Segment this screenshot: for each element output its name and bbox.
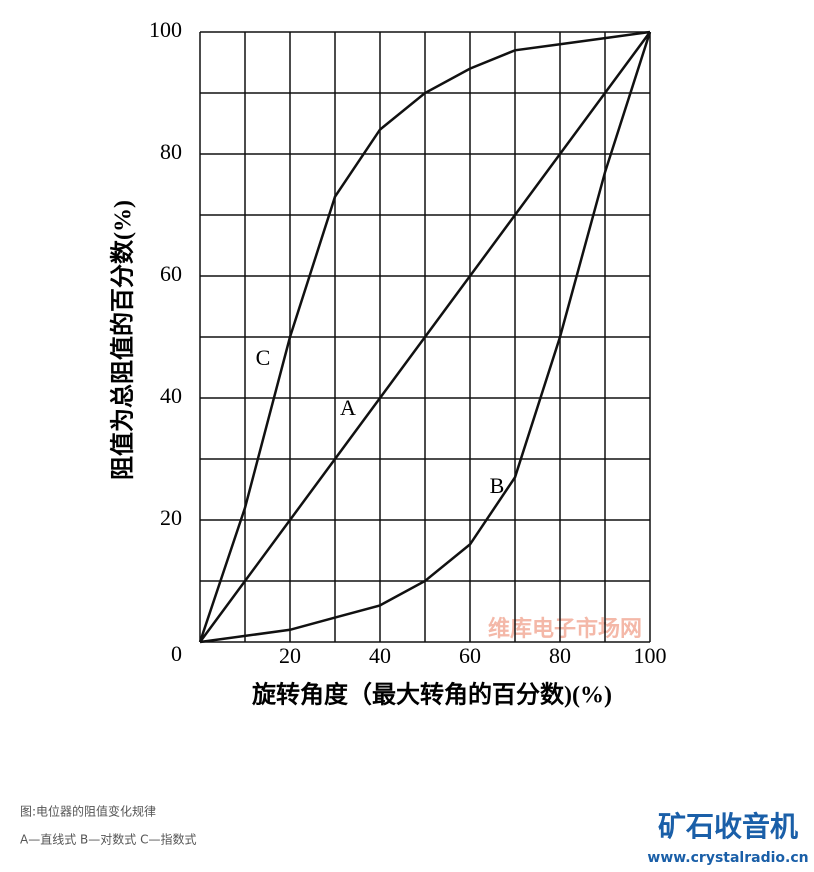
curve	[198, 31, 652, 643]
y-tick-label: 20	[160, 505, 182, 530]
x-tick-label: 60	[459, 643, 481, 668]
curve-label: A	[340, 395, 356, 420]
y-tick-label: 100	[149, 17, 182, 42]
caption: 图:电位器的阻值变化规律	[20, 804, 156, 819]
x-tick-label: 40	[369, 643, 391, 668]
x-tick-label: 80	[549, 643, 571, 668]
x-tick-label: 20	[279, 643, 301, 668]
y-tick-label: 0	[171, 641, 182, 666]
y-axis-label: 阻值为总阻值的百分数(%)	[109, 200, 137, 480]
y-tick-label: 80	[160, 139, 182, 164]
curve-label: C	[256, 345, 271, 370]
curve	[199, 31, 652, 644]
y-tick-label: 40	[160, 383, 182, 408]
x-axis-label: 旋转角度（最大转角的百分数)(%)	[251, 681, 612, 709]
y-tick-label: 60	[160, 261, 182, 286]
curve-label: B	[490, 473, 505, 498]
watermark: www.crystalradio.cn	[647, 850, 808, 866]
caption: A—直线式 B—对数式 C—指数式	[20, 832, 196, 847]
watermark: 矿石收音机	[658, 810, 798, 843]
curve	[198, 30, 651, 643]
watermark: 维库电子市场网	[488, 616, 642, 642]
x-tick-label: 100	[634, 643, 667, 668]
